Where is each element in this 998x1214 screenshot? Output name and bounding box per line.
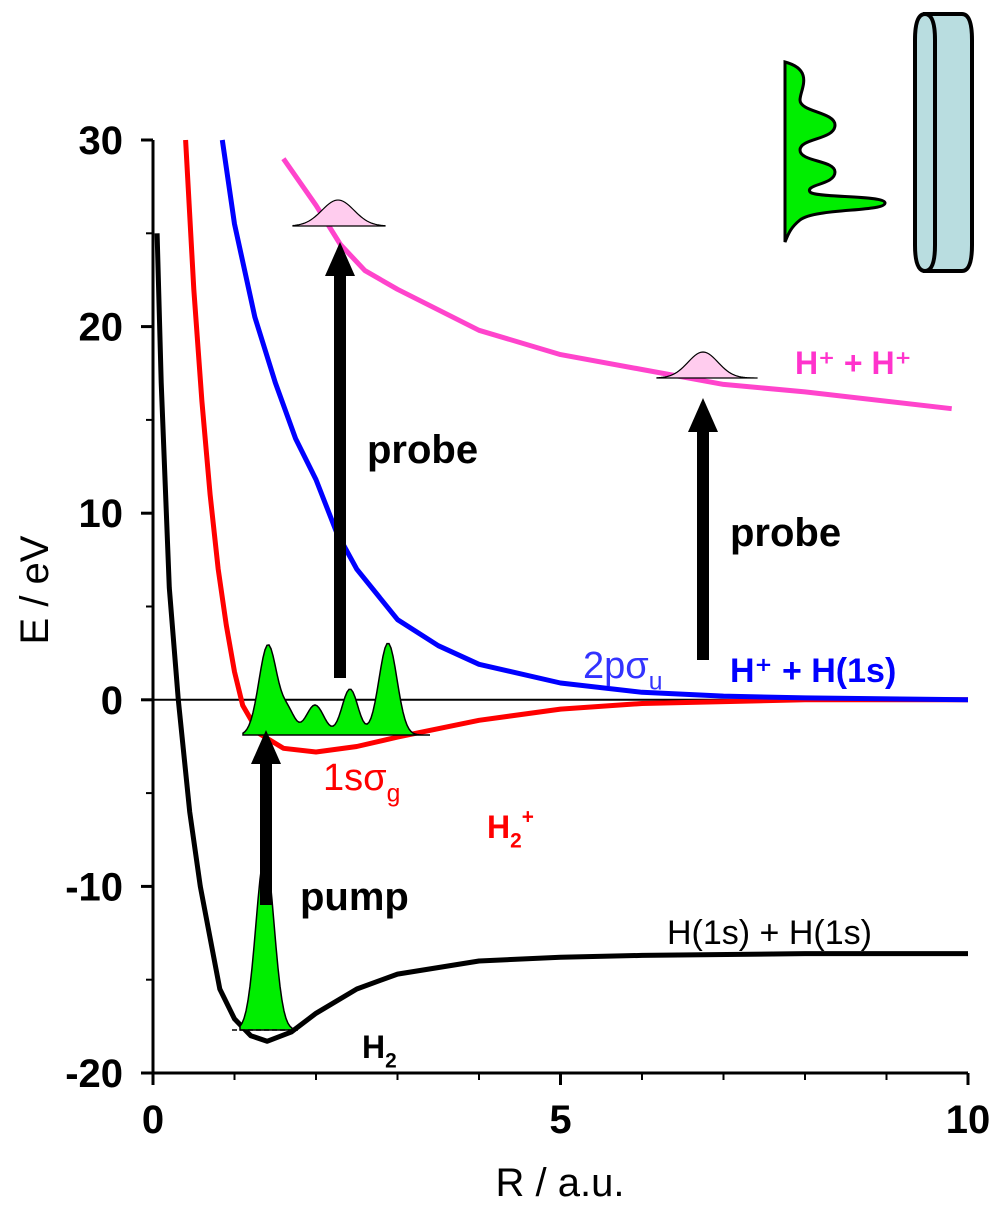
plot-area: 0 5 10 -20 -10 0 10 20 30 bbox=[65, 119, 990, 1142]
annotation: 2pσu bbox=[583, 645, 662, 695]
y-tick-label: -20 bbox=[65, 1052, 123, 1096]
annotation: H⁺ + H(1s) bbox=[730, 652, 896, 690]
y-tick-label: -10 bbox=[65, 865, 123, 909]
annotation: 1sσg bbox=[323, 757, 400, 807]
y-tick-label: 0 bbox=[101, 679, 123, 723]
curve bbox=[154, 233, 968, 1044]
x-tick-label: 5 bbox=[549, 1098, 571, 1142]
annotation-sub: 2 bbox=[385, 1050, 397, 1073]
annotation: pump bbox=[300, 875, 409, 919]
x-tick-label: 10 bbox=[946, 1098, 991, 1142]
annotation: H2 bbox=[362, 1029, 397, 1073]
cylinder-face bbox=[913, 11, 937, 274]
annotation-sup: + bbox=[522, 806, 534, 829]
annotation: H2+ bbox=[487, 806, 534, 853]
annotation-text: H bbox=[487, 809, 510, 845]
y-tick-label: 30 bbox=[79, 119, 124, 163]
annotation-text: H(1s) + H(1s) bbox=[667, 914, 872, 952]
curve bbox=[281, 157, 952, 412]
curve bbox=[219, 139, 969, 703]
annotation-sub: 2 bbox=[510, 830, 522, 853]
y-tick-label: 20 bbox=[79, 306, 124, 350]
y-tick-label: 10 bbox=[79, 492, 124, 536]
x-axis-title: R / a.u. bbox=[496, 1161, 625, 1205]
annotation-text: 2pσ bbox=[583, 645, 649, 687]
probe-packet bbox=[656, 351, 758, 379]
annotation: H(1s) + H(1s) bbox=[667, 914, 872, 952]
curve bbox=[183, 139, 968, 755]
annotation-sub: g bbox=[387, 780, 401, 807]
arrow-head bbox=[688, 398, 718, 432]
arrow-head bbox=[251, 730, 281, 764]
annotation: H⁺ + H⁺ bbox=[795, 345, 911, 381]
annotation-text: H⁺ + H(1s) bbox=[730, 652, 896, 690]
annotation: probe bbox=[367, 428, 478, 472]
annotation-text: H⁺ + H⁺ bbox=[795, 345, 911, 381]
y-axis-title: E / eV bbox=[13, 535, 57, 644]
spectrum bbox=[783, 60, 887, 243]
x-tick-label: 0 bbox=[142, 1098, 164, 1142]
annotation-sub: u bbox=[649, 668, 663, 695]
annotation-text: H bbox=[362, 1029, 385, 1065]
arrow-head bbox=[325, 242, 355, 276]
annotation-text: probe bbox=[730, 511, 841, 555]
wave-packet bbox=[242, 642, 431, 736]
annotation: probe bbox=[730, 511, 841, 555]
annotation-text: pump bbox=[300, 875, 409, 919]
annotation-text: 1sσ bbox=[323, 757, 387, 799]
annotation-text: probe bbox=[367, 428, 478, 472]
probe-packet bbox=[292, 199, 386, 227]
decoration bbox=[783, 11, 974, 274]
